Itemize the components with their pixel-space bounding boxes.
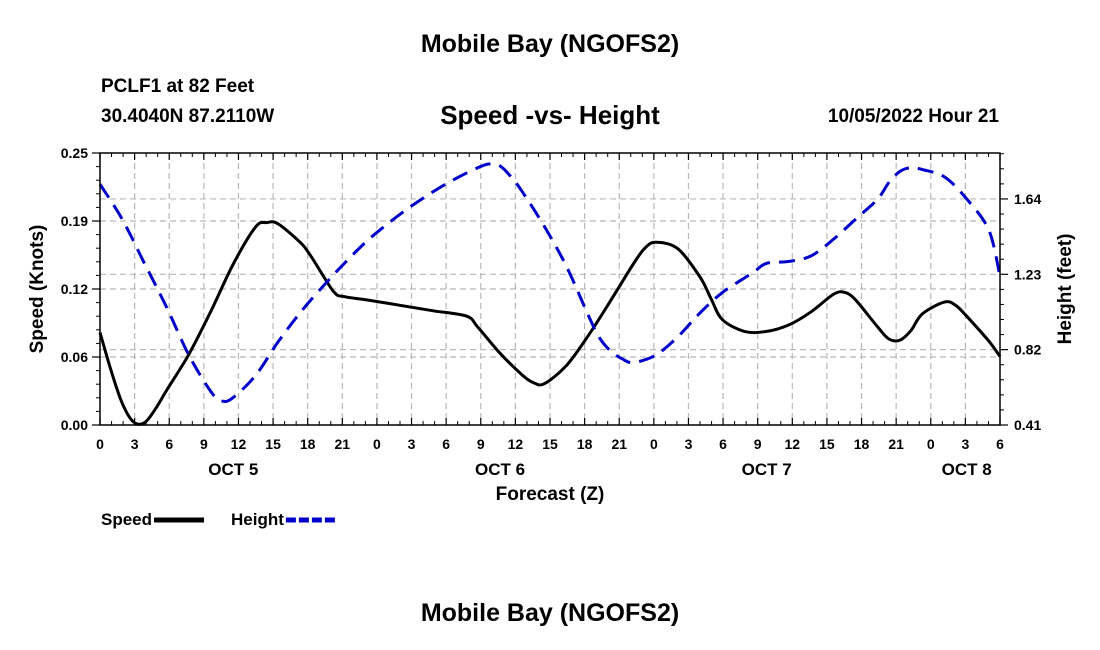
date-label: OCT 8 (942, 460, 992, 479)
x-tick-label: 21 (611, 436, 627, 452)
x-tick-label: 3 (131, 436, 139, 452)
x-tick-label: 0 (96, 436, 104, 452)
series-line-height (98, 162, 1002, 404)
y-tick-label: 0.25 (61, 145, 88, 161)
x-tick-label: 12 (508, 436, 524, 452)
x-tick-label: 6 (442, 436, 450, 452)
forecast-datetime: 10/05/2022 Hour 21 (827, 106, 999, 127)
x-tick-label: 3 (408, 436, 416, 452)
x-tick-label: 6 (996, 436, 1004, 452)
x-tick-label: 3 (685, 436, 693, 452)
x-tick-label: 0 (650, 436, 658, 452)
x-tick-label: 6 (165, 436, 173, 452)
x-tick-label: 18 (577, 436, 593, 452)
x-tick-label: 9 (477, 436, 485, 452)
station-coordinates: 30.4040N 87.2110W (101, 106, 275, 127)
grid-lines (100, 153, 1000, 425)
x-tick-label: 9 (200, 436, 208, 452)
y2-tick-label: 1.23 (1014, 266, 1041, 282)
y-axis-title: Speed (Knots) (27, 225, 48, 354)
x-tick-label: 21 (335, 436, 351, 452)
date-label: OCT 6 (475, 460, 525, 479)
x-tick-label: 18 (854, 436, 870, 452)
x-tick-label: 18 (300, 436, 316, 452)
legend: Speed Height (101, 510, 336, 529)
legend-label-height: Height (231, 510, 284, 529)
x-tick-label: 15 (542, 436, 558, 452)
axis-ticks (92, 152, 1008, 426)
axis-labels: 0 3 6 9 12 15 18 21 0 3 6 9 12 15 18 21 0 3 6 9 12 15 18 21 0 3 6O… (61, 145, 1042, 479)
station-label: PCLF1 at 82 Feet (101, 76, 255, 97)
x-axis-title: Forecast (Z) (496, 484, 605, 505)
series-line-speed (98, 220, 1002, 426)
x-tick-label: 9 (754, 436, 762, 452)
y2-axis-title: Height (feet) (1055, 234, 1076, 345)
y-tick-label: 0.12 (61, 281, 88, 297)
x-tick-label: 3 (961, 436, 969, 452)
date-label: OCT 7 (742, 460, 792, 479)
legend-label-speed: Speed (101, 510, 152, 529)
footer-title: Mobile Bay (NGOFS2) (420, 599, 680, 627)
series-lines (98, 162, 1002, 426)
y2-tick-label: 0.82 (1014, 342, 1041, 358)
y-tick-label: 0.19 (61, 213, 88, 229)
x-tick-label: 12 (785, 436, 801, 452)
x-tick-label: 15 (265, 436, 281, 452)
x-tick-label: 12 (231, 436, 247, 452)
x-tick-label: 0 (373, 436, 381, 452)
chart-title: Speed -vs- Height (440, 100, 660, 130)
x-tick-label: 15 (819, 436, 835, 452)
y-tick-label: 0.06 (61, 349, 88, 365)
x-tick-label: 6 (719, 436, 727, 452)
x-tick-label: 21 (888, 436, 904, 452)
page-title: Mobile Bay (NGOFS2) (420, 30, 680, 58)
date-label: OCT 5 (208, 460, 258, 479)
y-tick-label: 0.00 (61, 417, 88, 433)
y2-tick-label: 0.41 (1014, 417, 1041, 433)
y2-tick-label: 1.64 (1014, 191, 1041, 207)
x-tick-label: 0 (927, 436, 935, 452)
